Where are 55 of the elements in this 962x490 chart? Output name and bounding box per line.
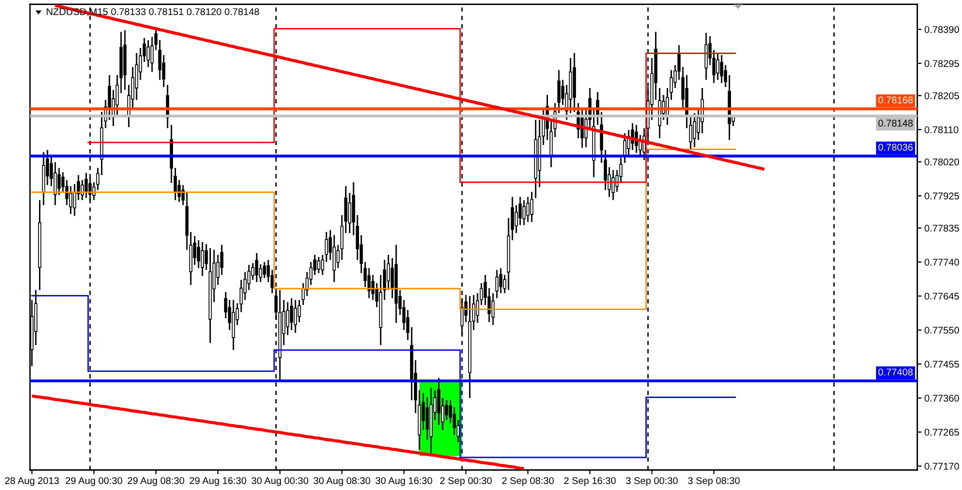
line-series	[30, 394, 526, 470]
y-tick-label: 0.77835	[924, 224, 959, 232]
x-tick-label: 30 Aug 08:30	[314, 477, 370, 486]
candlestick	[317, 256, 320, 274]
x-tick-label: 30 Aug 16:30	[376, 477, 432, 486]
y-tick-label: 0.78295	[924, 60, 959, 67]
x-tick-label: 29 Aug 00:30	[66, 477, 122, 486]
y-tick-label: 0.77645	[924, 292, 959, 300]
ref-line-label: 0.77408	[878, 368, 913, 376]
candlestick	[522, 199, 526, 226]
y-tick-label: 0.78020	[924, 158, 960, 166]
candlestick	[200, 241, 204, 277]
x-tick-label: 29 Aug 08:30	[128, 477, 184, 486]
candlestick	[57, 167, 61, 196]
candlestick	[84, 172, 88, 199]
y-tick-label: 0.77360	[924, 394, 960, 402]
candlestick	[255, 252, 258, 283]
candlestick	[716, 52, 720, 81]
y-tick-label: 0.78205	[924, 92, 959, 100]
x-tick-label: 3 Sep 08:30	[688, 477, 740, 486]
x-tick-label: 2 Sep 00:30	[440, 477, 492, 486]
candlestick	[692, 112, 696, 148]
candlestick	[623, 132, 626, 164]
candlestick	[332, 234, 336, 283]
y-tick-label: 0.77925	[924, 192, 959, 200]
candlestick	[294, 299, 297, 334]
candlestick	[619, 157, 622, 184]
y-tick-label: 0.77550	[924, 326, 960, 334]
candlestick	[437, 377, 440, 426]
candlestick	[146, 39, 150, 68]
candlestick	[54, 161, 57, 206]
x-tick-label: 29 Aug 16:30	[190, 477, 246, 486]
ref-line-label: 0.78036	[878, 144, 913, 151]
y-tick-label: 0.77170	[924, 462, 960, 470]
y-tick-label: 0.77265	[924, 428, 959, 436]
candlestick	[247, 264, 250, 291]
x-tick-label: 28 Aug 2013	[5, 477, 59, 486]
ref-line-label: 0.78168	[878, 96, 913, 104]
x-tick-label: 3 Sep 00:30	[626, 477, 678, 486]
candlestick	[262, 261, 266, 279]
x-tick-label: 2 Sep 08:30	[502, 477, 554, 486]
candlestick	[495, 269, 498, 299]
candlestick	[499, 267, 502, 294]
y-tick-label: 0.78110	[924, 126, 958, 134]
y-tick-label: 0.77455	[924, 360, 959, 368]
candlestick	[290, 297, 294, 331]
x-tick-label: 30 Aug 00:30	[252, 477, 308, 486]
y-tick-label: 0.77740	[924, 258, 960, 266]
candlestick	[526, 196, 530, 223]
candlestick	[720, 54, 724, 84]
candlestick	[426, 396, 429, 441]
ref-line-label: 0.78148	[878, 120, 913, 127]
candlestick	[530, 191, 534, 223]
x-tick-label: 2 Sep 16:30	[564, 477, 616, 486]
y-tick-label: 0.78390	[924, 26, 960, 33]
